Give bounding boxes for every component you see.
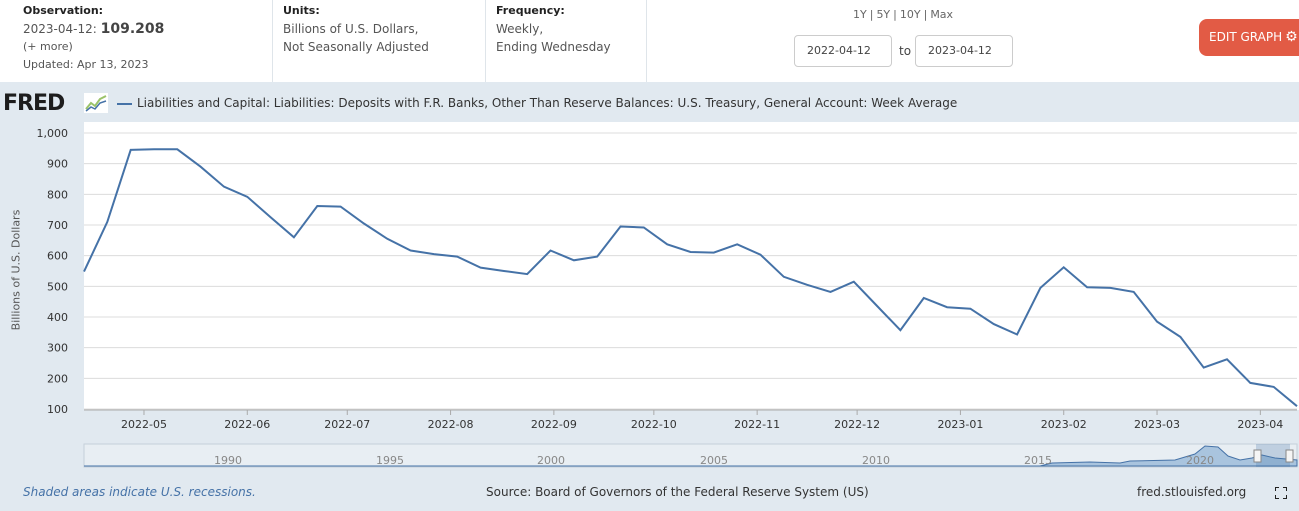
legend-series-name[interactable]: Liabilities and Capital: Liabilities: De… [137,96,958,110]
navigator-year-label: 1990 [214,454,242,467]
frequency-line-1: Weekly, [496,22,544,36]
x-tick-label: 2023-01 [937,418,983,431]
fred-chart-icon [84,93,108,113]
navigator-year-label: 2015 [1024,454,1052,467]
units-line-2: Not Seasonally Adjusted [283,40,429,54]
x-tick-label: 2023-02 [1041,418,1087,431]
fred-logo[interactable]: FRED [3,91,65,116]
x-tick-label: 2022-08 [428,418,474,431]
divider [646,0,647,82]
units-panel: Units: Billions of U.S. Dollars, Not Sea… [283,2,429,84]
y-tick-label: 500 [47,280,68,293]
info-bar: Observation: 2023-04-12: 109.208 (+ more… [0,0,1299,82]
range-max-link[interactable]: Max [930,8,954,21]
y-tick-label: 400 [47,311,68,324]
source-note: Source: Board of Governors of the Federa… [486,485,869,499]
plot-area [84,122,1299,410]
divider [272,0,273,82]
x-axis-ticks: 2022-05 2022-06 2022-07 2022-08 2022-09 2022-… [84,409,1297,431]
frequency-label: Frequency: [496,4,565,17]
to-label: to [899,44,912,58]
navigator-series [84,445,1298,467]
units-label: Units: [283,4,320,17]
y-tick-label: 800 [47,188,68,201]
gridlines [84,132,1297,410]
navigator-left-handle [1253,449,1262,463]
y-tick-label: 300 [47,342,68,355]
range-links: 1Y | 5Y | 10Y | Max [853,8,954,21]
x-tick-label: 2022-07 [324,418,370,431]
y-tick-label: 1,000 [37,127,69,140]
updated-date: Updated: Apr 13, 2023 [23,58,149,71]
range-5y-link[interactable]: 5Y [876,8,891,21]
end-date-input[interactable]: 2023-04-12 [915,35,1013,67]
more-link[interactable]: (+ more) [23,40,73,53]
divider [485,0,486,82]
x-tick-label: 2022-05 [121,418,167,431]
navigator-year-label: 2010 [862,454,890,467]
observation-date: 2023-04-12: [23,22,97,36]
navigator-selection [1256,444,1290,467]
y-tick-label: 600 [47,250,68,263]
x-tick-label: 2022-06 [224,418,270,431]
x-tick-label: 2023-04 [1237,418,1283,431]
navigator-year-label: 1995 [376,454,404,467]
observation-panel: Observation: 2023-04-12: 109.208 (+ more… [23,2,164,84]
x-tick-label: 2022-12 [834,418,880,431]
x-tick-label: 2022-10 [631,418,677,431]
edit-graph-label: EDIT GRAPH [1209,30,1283,44]
navigator-right-handle [1285,449,1294,463]
range-10y-link[interactable]: 10Y [899,8,921,21]
frequency-line-2: Ending Wednesday [496,40,611,54]
edit-graph-button[interactable]: EDIT GRAPH ⚙ [1199,19,1299,56]
site-link[interactable]: fred.stlouisfed.org [1137,485,1247,499]
fullscreen-icon[interactable] [1275,487,1287,499]
navigator-year-label: 2000 [537,454,565,467]
recession-note: Shaded areas indicate U.S. recessions. [23,485,256,499]
navigator-background [83,443,1298,468]
y-tick-label: 700 [47,219,68,232]
x-tick-label: 2022-09 [531,418,577,431]
y-tick-label: 200 [47,372,68,385]
navigator-year-label: 2020 [1186,454,1214,467]
chart-svg: 100 200 300 400 500 600 700 800 900 1,000 2022-05… [37,122,1299,468]
x-tick-label: 2023-03 [1134,418,1180,431]
y-axis-ticks: 100 200 300 400 500 600 700 800 900 1,000 [37,127,69,416]
navigator-year-label: 2005 [700,454,728,467]
y-tick-label: 100 [47,403,68,416]
navigator[interactable]: 1990 1995 2000 2005 2010 2015 2020 [83,443,1298,468]
y-tick-label: 900 [47,158,68,171]
range-1y-link[interactable]: 1Y [853,8,867,21]
start-date-input[interactable]: 2022-04-12 [794,35,892,67]
observation-label: Observation: [23,4,104,17]
series-line [83,148,1298,407]
units-line-1: Billions of U.S. Dollars, [283,22,419,36]
observation-value: 109.208 [100,21,165,37]
x-tick-label: 2022-11 [734,418,780,431]
frequency-panel: Frequency: Weekly, Ending Wednesday [496,2,611,84]
gear-icon: ⚙ [1285,29,1298,45]
legend-line-marker [117,103,132,105]
